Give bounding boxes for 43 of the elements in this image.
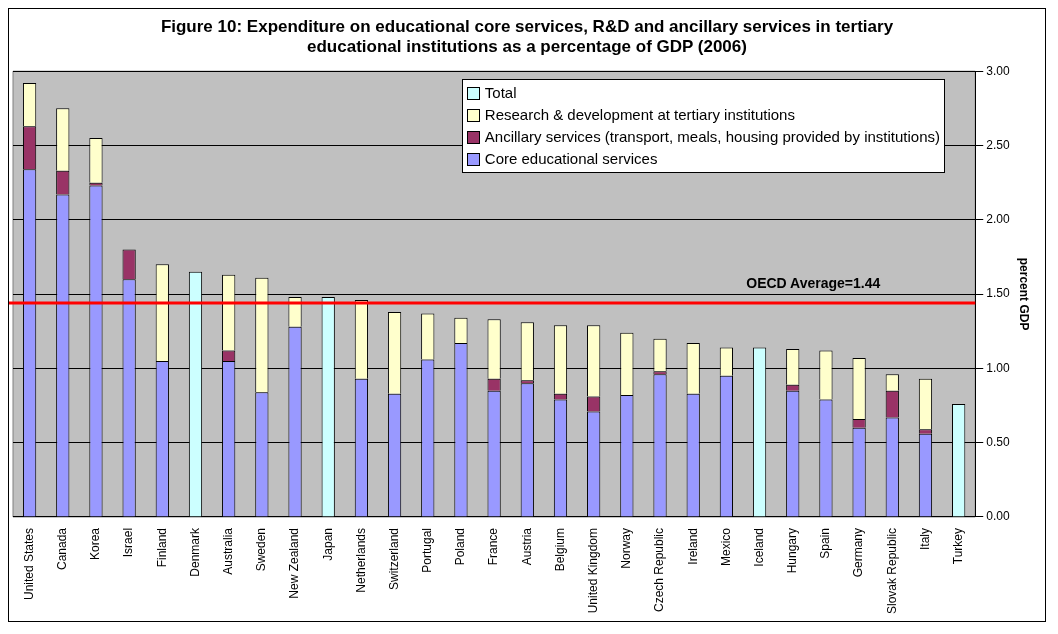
legend-label: Core educational services: [484, 149, 658, 169]
x-tick-label: Italy: [917, 527, 932, 550]
y-tick-label: 1.00: [986, 360, 1010, 375]
x-tick-label: Portugal: [420, 527, 435, 573]
x-tick-label: Germany: [851, 527, 866, 578]
x-tick-label: Austria: [519, 527, 534, 566]
x-tick-label: Mexico: [718, 527, 733, 566]
y-tick-label: 0.50: [986, 434, 1010, 449]
x-tick-label: Spain: [818, 527, 833, 559]
x-tick-label: Czech Republic: [652, 527, 667, 612]
x-tick-label: Japan: [320, 527, 335, 561]
x-tick-label: United Kingdom: [585, 527, 600, 614]
y-tick-label: 3.00: [986, 63, 1010, 78]
x-tick-label: France: [486, 527, 501, 566]
x-tick-label: Hungary: [785, 527, 800, 574]
x-tick-label: Canada: [55, 527, 70, 570]
y-tick-label: 2.00: [986, 212, 1010, 227]
x-tick-label: Belgium: [552, 527, 567, 572]
legend-label: Research & development at tertiary institutions: [484, 105, 795, 125]
legend-label: Ancillary services (transport, meals, housing provided by institutions): [484, 127, 940, 147]
x-tick-label: Israel: [121, 527, 136, 558]
x-tick-label: Finland: [154, 527, 169, 568]
x-tick-label: Korea: [88, 527, 103, 560]
x-tick-label: Netherlands: [353, 527, 368, 593]
x-tick-label: Australia: [220, 527, 235, 575]
y-tick-label: 1.50: [986, 286, 1010, 301]
x-tick-label: Iceland: [751, 527, 766, 567]
x-tick-label: Sweden: [254, 527, 269, 572]
x-tick-label: Poland: [453, 527, 468, 566]
x-tick-label: Ireland: [685, 527, 700, 565]
y-tick-label: 0.00: [986, 509, 1010, 524]
x-tick-label: Turkey: [950, 527, 965, 565]
x-tick-label: Denmark: [187, 526, 202, 577]
x-tick-label: Slovak Republic: [884, 527, 899, 614]
chart-title: Figure 10: Expenditure on educational core services, R&D and ancillary services in tertiary educational institutions as a percentage of GDP (2006): [159, 16, 895, 58]
x-tick-label: New Zealand: [287, 527, 302, 599]
y-axis-title: percent GDP: [1017, 257, 1032, 331]
legend-label: Total: [484, 83, 517, 103]
x-tick-label: Switzerland: [386, 527, 401, 590]
ref-line-label: OECD Average=1.44: [746, 274, 881, 291]
x-tick-label: United States: [21, 527, 36, 600]
x-tick-label: Norway: [619, 527, 634, 569]
y-tick-label: 2.50: [986, 137, 1010, 152]
